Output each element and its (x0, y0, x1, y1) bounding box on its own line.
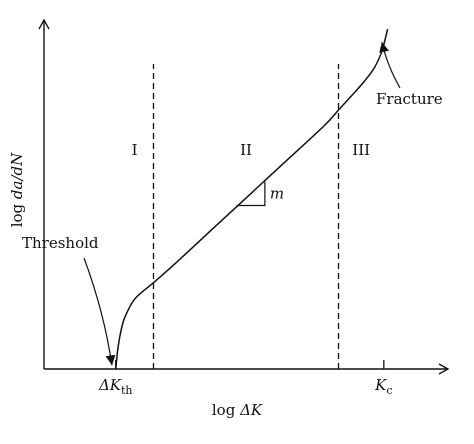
y-axis-label: log da/dN (8, 152, 26, 227)
annotations: Threshold Fracture (22, 41, 443, 366)
crack-growth-curve (114, 29, 389, 370)
x-ticks: ΔKth Kc (98, 360, 393, 397)
x-tick-label-1: ΔKth (98, 376, 133, 397)
x-axis-label: log ΔK (212, 401, 263, 419)
annotation-fracture: Fracture (376, 90, 443, 108)
slope-triangle (236, 181, 266, 207)
annotation-threshold: Threshold (22, 234, 99, 252)
region-label-II: II (240, 141, 252, 159)
region-boundaries (152, 64, 340, 369)
x-tick-label-2: Kc (374, 376, 392, 397)
region-label-III: III (352, 141, 370, 159)
slope-label: m (270, 185, 284, 203)
annotation-arrow-1 (83, 257, 116, 366)
region-labels: I II III (132, 141, 370, 159)
region-label-I: I (132, 141, 138, 159)
annotation-arrow-2 (379, 41, 401, 89)
